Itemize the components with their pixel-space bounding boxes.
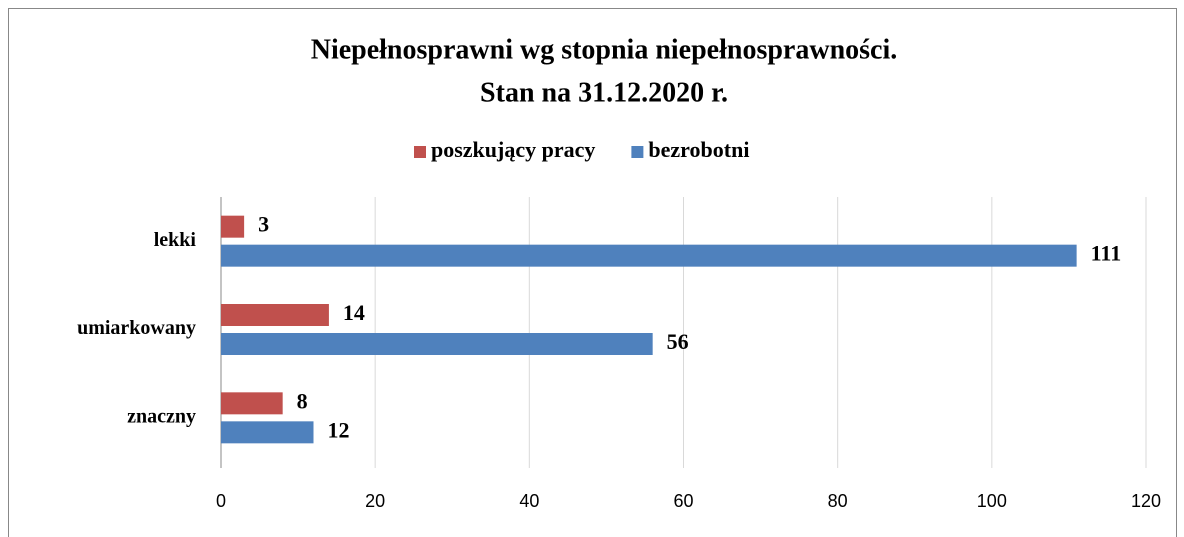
legend-swatch (631, 146, 644, 158)
bar (221, 333, 653, 355)
x-tick-label: 60 (673, 491, 693, 511)
x-tick-label: 20 (365, 491, 385, 511)
data-label: 56 (667, 329, 689, 354)
legend-label: poszkujący pracy (431, 137, 595, 162)
y-tick-label: umiarkowany (77, 317, 196, 339)
chart-title: Niepełnosprawni wg stopnia niepełnospraw… (311, 34, 898, 65)
data-label: 111 (1091, 241, 1122, 266)
bar (221, 304, 329, 326)
y-tick-label: znaczny (127, 405, 196, 427)
bar (221, 215, 245, 238)
bar (221, 392, 283, 415)
chart-subtitle: Stan na 31.12.2020 r. (480, 77, 728, 108)
x-tick-label: 0 (216, 491, 226, 511)
data-label: 14 (343, 300, 365, 325)
data-label: 3 (258, 212, 269, 237)
chart-border (8, 8, 1177, 537)
x-tick-label: 80 (828, 491, 848, 511)
x-tick-label: 40 (519, 491, 539, 511)
legend-label: bezrobotni (648, 137, 749, 162)
x-tick-label: 100 (977, 491, 1007, 511)
legend-swatch (414, 146, 426, 158)
bar (221, 421, 314, 444)
data-label: 12 (328, 417, 350, 442)
y-tick-label: lekki (154, 229, 197, 251)
bar (221, 244, 1077, 267)
data-label: 8 (297, 388, 308, 413)
x-tick-label: 120 (1131, 491, 1161, 511)
